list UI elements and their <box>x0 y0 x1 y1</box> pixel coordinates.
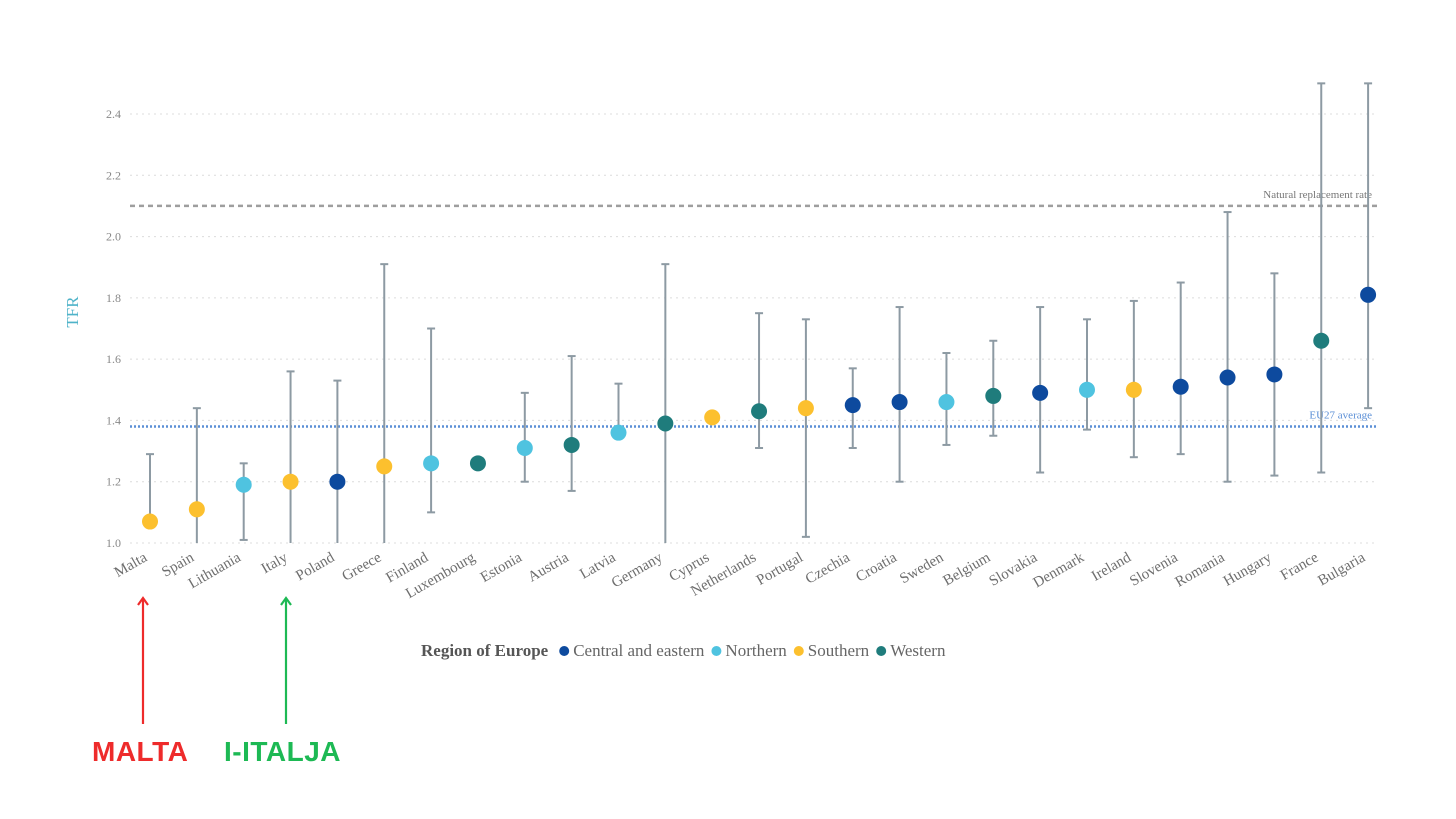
point-germany <box>657 415 674 432</box>
point-italy <box>282 473 299 490</box>
x-tick-label: Portugal <box>754 550 806 589</box>
eu27-average-label: EU27 average <box>1309 410 1372 422</box>
point-belgium <box>985 387 1002 404</box>
x-tick-label: Bulgaria <box>1315 549 1368 589</box>
y-tick-label: 1.2 <box>106 475 121 489</box>
legend-marker <box>876 646 887 656</box>
grid-layer: 1.0 1.2 1.4 1.6 1.8 2.0 2.2 2.4 <box>106 107 1378 550</box>
legend-entry: Western <box>890 641 946 660</box>
x-tick-label: Ireland <box>1089 549 1134 584</box>
annotation-arrows <box>137 596 292 724</box>
legend-marker <box>793 646 804 656</box>
annotation-italy: I-ITALJA <box>224 736 342 767</box>
x-tick-label: Austria <box>525 549 572 585</box>
x-tick-label: Czechia <box>803 549 853 587</box>
y-tick-label: 1.4 <box>106 413 121 427</box>
x-tick-label: Italy <box>259 549 291 577</box>
point-lithuania <box>235 476 252 493</box>
x-tick-label: Belgium <box>941 549 994 589</box>
point-malta <box>142 513 158 530</box>
replacement-rate-label: Natural replacement rate <box>1263 189 1372 201</box>
reference-lines: Natural replacement rate EU27 average <box>130 189 1378 428</box>
point-slovakia <box>1032 384 1049 401</box>
y-tick-label: 2.2 <box>106 168 121 182</box>
point-portugal <box>797 400 814 417</box>
legend-marker <box>559 646 570 656</box>
x-tick-label: Greece <box>339 549 384 584</box>
x-tick-label: Slovakia <box>987 549 1041 589</box>
point-poland <box>329 473 346 490</box>
y-tick-label: 2.4 <box>106 107 121 121</box>
y-tick-label: 1.8 <box>106 291 121 305</box>
point-netherlands <box>751 403 768 420</box>
legend: Region of Europe Central and eastern North… <box>421 641 946 660</box>
y-axis-label: TFR <box>63 296 82 328</box>
x-tick-label: Croatia <box>853 549 900 585</box>
legend-entry: Central and eastern <box>573 641 705 660</box>
point-slovenia <box>1172 378 1189 395</box>
point-france <box>1313 332 1330 349</box>
point-czechia <box>844 397 861 414</box>
x-tick-label: Romania <box>1173 549 1228 590</box>
x-tick-label: Germany <box>609 549 666 591</box>
x-tick-label: France <box>1278 549 1322 583</box>
legend-entry: Southern <box>808 641 870 660</box>
annotation-malta: MALTA <box>92 736 189 767</box>
point-estonia <box>516 440 533 457</box>
x-tick-label: Lithuania <box>186 549 244 592</box>
point-finland <box>423 455 440 472</box>
point-austria <box>563 436 580 453</box>
point-romania <box>1219 369 1236 386</box>
x-tick-label: Hungary <box>1221 549 1275 589</box>
annotation-arrow-head <box>280 596 292 606</box>
annotation-arrow-head <box>137 596 149 606</box>
y-tick-label: 1.6 <box>106 352 121 366</box>
legend-title: Region of Europe <box>421 641 549 660</box>
x-tick-label: Malta <box>112 549 151 581</box>
point-cyprus <box>704 409 721 426</box>
point-latvia <box>610 424 627 441</box>
point-ireland <box>1125 381 1142 398</box>
legend-entry: Northern <box>725 641 787 660</box>
point-spain <box>188 501 205 518</box>
point-greece <box>376 458 393 475</box>
data-points <box>142 286 1377 530</box>
point-luxembourg <box>469 455 486 472</box>
y-tick-label: 1.0 <box>106 536 121 550</box>
point-bulgaria <box>1360 286 1377 303</box>
point-sweden <box>938 394 955 411</box>
y-tick-label: 2.0 <box>106 230 121 244</box>
point-hungary <box>1266 366 1283 383</box>
x-tick-label: Poland <box>293 549 338 584</box>
x-tick-label: Denmark <box>1031 549 1088 591</box>
x-tick-label: Sweden <box>897 549 947 587</box>
error-bars <box>146 82 1373 543</box>
x-tick-label: Estonia <box>478 549 525 586</box>
point-denmark <box>1079 381 1095 398</box>
x-tick-label: Slovenia <box>1127 549 1181 589</box>
legend-marker <box>711 646 722 656</box>
point-croatia <box>891 394 908 411</box>
